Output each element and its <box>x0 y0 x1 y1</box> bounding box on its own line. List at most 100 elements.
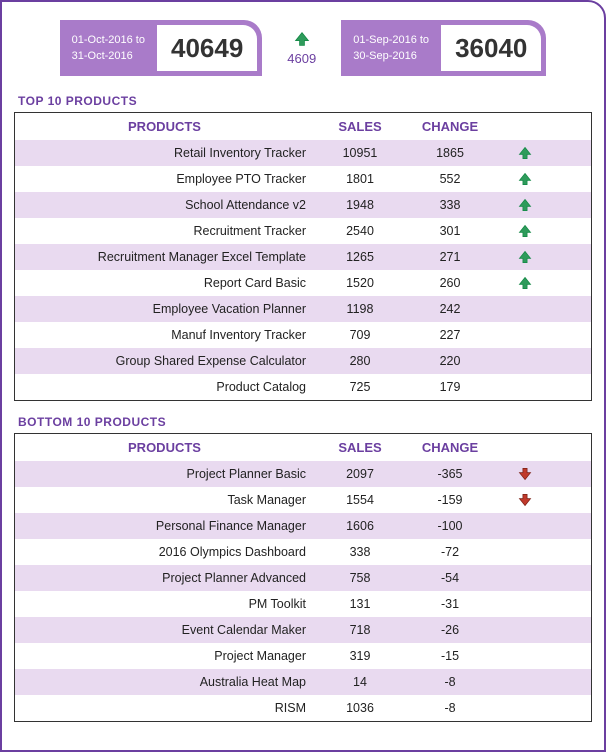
cell-arrow <box>500 142 550 165</box>
cell-change: -159 <box>400 487 500 513</box>
table-row: Recruitment Tracker2540301 <box>15 218 591 244</box>
header-change: CHANGE <box>400 434 500 461</box>
cell-sales: 1198 <box>320 296 400 322</box>
cell-arrow <box>500 168 550 191</box>
cell-product: Australia Heat Map <box>15 669 320 695</box>
header-icon <box>500 444 550 452</box>
header-sales: SALES <box>320 434 400 461</box>
cell-sales: 725 <box>320 374 400 400</box>
top-section-title: TOP 10 PRODUCTS <box>18 94 592 108</box>
arrow-up-icon <box>518 172 532 186</box>
arrow-down-icon <box>518 493 532 507</box>
cell-product: Recruitment Manager Excel Template <box>15 244 320 270</box>
cell-change: -31 <box>400 591 500 617</box>
cell-product: Group Shared Expense Calculator <box>15 348 320 374</box>
cell-arrow <box>500 194 550 217</box>
table-row: Employee Vacation Planner1198242 <box>15 296 591 322</box>
cell-sales: 1554 <box>320 487 400 513</box>
cell-product: School Attendance v2 <box>15 192 320 218</box>
cell-sales: 1606 <box>320 513 400 539</box>
cell-arrow <box>500 548 550 556</box>
cell-sales: 1801 <box>320 166 400 192</box>
cell-product: 2016 Olympics Dashboard <box>15 539 320 565</box>
cell-sales: 319 <box>320 643 400 669</box>
cell-product: Retail Inventory Tracker <box>15 140 320 166</box>
cell-change: 242 <box>400 296 500 322</box>
table-row: Employee PTO Tracker1801552 <box>15 166 591 192</box>
cell-change: 338 <box>400 192 500 218</box>
cell-change: -8 <box>400 695 500 721</box>
cell-arrow <box>500 357 550 365</box>
cell-change: 1865 <box>400 140 500 166</box>
cell-change: -8 <box>400 669 500 695</box>
table-row: Retail Inventory Tracker109511865 <box>15 140 591 166</box>
cell-change: -72 <box>400 539 500 565</box>
cell-sales: 280 <box>320 348 400 374</box>
cell-sales: 709 <box>320 322 400 348</box>
cell-arrow <box>500 626 550 634</box>
cell-change: 552 <box>400 166 500 192</box>
table-row: Manuf Inventory Tracker709227 <box>15 322 591 348</box>
cell-sales: 14 <box>320 669 400 695</box>
arrow-up-icon <box>518 276 532 290</box>
arrow-down-icon <box>518 467 532 481</box>
header-sales: SALES <box>320 113 400 140</box>
cell-product: Report Card Basic <box>15 270 320 296</box>
cell-sales: 10951 <box>320 140 400 166</box>
cell-product: Employee Vacation Planner <box>15 296 320 322</box>
cell-product: Employee PTO Tracker <box>15 166 320 192</box>
cell-product: Manuf Inventory Tracker <box>15 322 320 348</box>
table-row: Report Card Basic1520260 <box>15 270 591 296</box>
cell-sales: 1520 <box>320 270 400 296</box>
cell-arrow <box>500 574 550 582</box>
cell-arrow <box>500 331 550 339</box>
cell-sales: 718 <box>320 617 400 643</box>
cell-change: -100 <box>400 513 500 539</box>
cell-sales: 758 <box>320 565 400 591</box>
cell-sales: 1036 <box>320 695 400 721</box>
cell-product: PM Toolkit <box>15 591 320 617</box>
table-row: School Attendance v21948338 <box>15 192 591 218</box>
cell-product: Project Manager <box>15 643 320 669</box>
cell-change: -26 <box>400 617 500 643</box>
table-row: Recruitment Manager Excel Template126527… <box>15 244 591 270</box>
header-products: PRODUCTS <box>15 113 320 140</box>
table-row: Personal Finance Manager1606-100 <box>15 513 591 539</box>
cell-arrow <box>500 489 550 512</box>
bottom-section-title: BOTTOM 10 PRODUCTS <box>18 415 592 429</box>
cell-product: Personal Finance Manager <box>15 513 320 539</box>
bottom-products-table: PRODUCTS SALES CHANGE Project Planner Ba… <box>14 433 592 722</box>
current-period-total: 40649 <box>157 25 257 71</box>
summary-cards: 01-Oct-2016 to 31-Oct-2016 40649 4609 01… <box>14 20 592 76</box>
cell-arrow <box>500 522 550 530</box>
cell-change: -365 <box>400 461 500 487</box>
previous-period-total: 36040 <box>441 25 541 71</box>
arrow-up-icon <box>518 198 532 212</box>
cell-change: 260 <box>400 270 500 296</box>
cell-arrow <box>500 220 550 243</box>
table-row: Product Catalog725179 <box>15 374 591 400</box>
cell-product: Task Manager <box>15 487 320 513</box>
top-products-table: PRODUCTS SALES CHANGE Retail Inventory T… <box>14 112 592 401</box>
arrow-up-icon <box>518 146 532 160</box>
report-container: 01-Oct-2016 to 31-Oct-2016 40649 4609 01… <box>0 0 606 752</box>
table-row: Event Calendar Maker718-26 <box>15 617 591 643</box>
cell-sales: 1265 <box>320 244 400 270</box>
cell-product: RISM <box>15 695 320 721</box>
header-icon <box>500 123 550 131</box>
cell-change: -15 <box>400 643 500 669</box>
cell-change: 179 <box>400 374 500 400</box>
table-row: Project Planner Basic2097-365 <box>15 461 591 487</box>
table-row: Task Manager1554-159 <box>15 487 591 513</box>
cell-product: Recruitment Tracker <box>15 218 320 244</box>
cell-change: 271 <box>400 244 500 270</box>
cell-change: 227 <box>400 322 500 348</box>
cell-product: Product Catalog <box>15 374 320 400</box>
cell-arrow <box>500 678 550 686</box>
table-row: Australia Heat Map14-8 <box>15 669 591 695</box>
arrow-up-icon <box>518 250 532 264</box>
cell-arrow <box>500 652 550 660</box>
header-products: PRODUCTS <box>15 434 320 461</box>
cell-arrow <box>500 383 550 391</box>
cell-sales: 131 <box>320 591 400 617</box>
